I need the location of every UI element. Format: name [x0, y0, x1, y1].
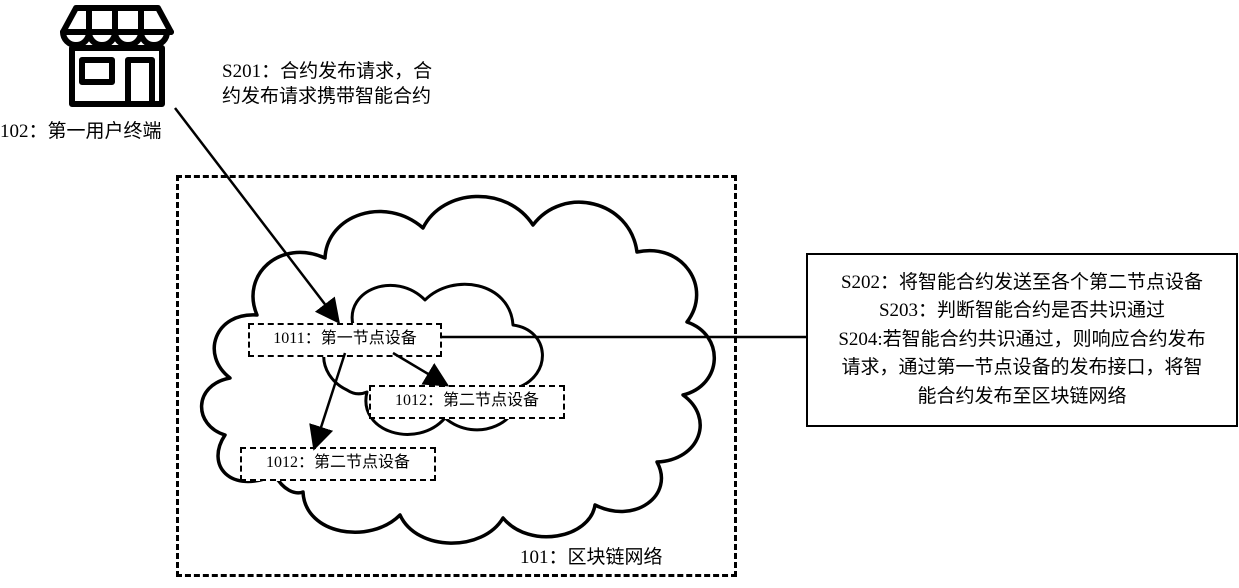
arrow-s201 — [175, 108, 337, 320]
arrows-overlay — [0, 0, 1239, 588]
arrow-n1-n2b — [315, 353, 345, 446]
diagram-canvas: 1011：第一节点设备 1012：第二节点设备 1012：第二节点设备 101：… — [0, 0, 1239, 588]
arrow-n1-n2a — [393, 353, 445, 384]
